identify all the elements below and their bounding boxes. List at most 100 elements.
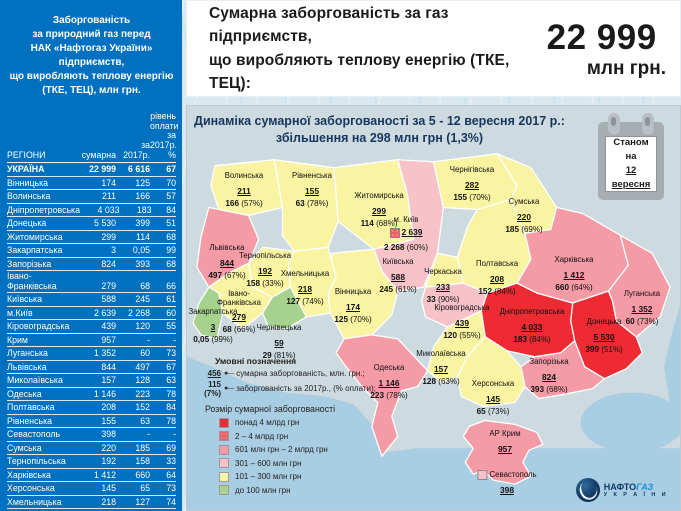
region-year-debt: 158 (33%) (246, 278, 284, 288)
region-name: Київська (382, 257, 414, 266)
map-region-label: Запорізька 824 393 (68%) (529, 357, 568, 395)
table-cell: 114 (135, 231, 150, 242)
region-total-debt: 299 (372, 205, 386, 216)
region-shape-odesa (335, 334, 429, 457)
table-panel-title: Заборгованість за природний газ перед НА… (9, 15, 174, 96)
region-year-debt: 128 (63%) (422, 376, 460, 386)
table-row: Херсонська 145 65 73 (7, 482, 176, 496)
legend-item: понад 4 млрд грн (219, 417, 376, 428)
table-cell: 218 (101, 496, 116, 507)
table-cell: Крим (7, 334, 28, 345)
region-year-debt: 0,05 (99%) (193, 334, 233, 344)
region-year-debt: 497 (67%) (208, 270, 246, 280)
region-total-debt: 4 033 (521, 321, 543, 332)
table-row: Волинська 211 166 57 (7, 190, 176, 204)
table-cell: Івано- Франківська (7, 271, 57, 291)
map-region-label: Рівненська 155 63 (78%) (292, 171, 332, 209)
legend-total-label: сумарна заборгованість, млн. грн.; (236, 369, 365, 378)
table-cell: 2 268 (127, 307, 150, 318)
oblast-shapes (192, 153, 671, 485)
region-labels-layer: Волинська 211 166 (57%) Рівненська 155 63 (78… (187, 106, 680, 510)
map-region-label: АР Крим 957 (489, 429, 521, 457)
table-cell: 223 (135, 388, 150, 399)
region-year-debt: 65 (73%) (476, 406, 510, 416)
region-year-debt: 29 (81%) (262, 350, 296, 360)
region-name: Чернівецька (256, 323, 302, 332)
legend-item: 101 – 300 млн грн (219, 471, 376, 482)
table-cell: УКРАЇНА (7, 164, 45, 175)
region-name: Кіровоградська (434, 303, 490, 312)
table-row: Сумська 220 185 69 (7, 442, 176, 456)
map-region-label: Хмельницька 218 127 (74%) (281, 269, 329, 307)
map-region-label: Дніпропетровська 4 033 183 (84%) (500, 307, 565, 345)
region-name: Черкаська (424, 267, 462, 276)
region-year-debt: 399 (51%) (585, 344, 623, 354)
regions-table: РЕГІОНИ сумарна за 2017р. рівень оплати … (7, 111, 178, 511)
legend-swatch (219, 431, 229, 441)
region-year-debt: 155 (70%) (453, 192, 491, 202)
calendar-icon: Станом на 12 вересня (598, 113, 664, 200)
table-cell: 69 (166, 442, 176, 453)
table-cell: 155 (101, 415, 116, 426)
map-region-label: Сумська 220 185 (69%) (505, 197, 542, 235)
table-row: Дніпропетровська 4 033 183 84 (7, 204, 176, 218)
table-cell: Тернопільська (7, 456, 66, 467)
summary-title: Сумарна заборгованість за газ підприємст… (209, 5, 510, 92)
region-total-debt: 279 (232, 312, 246, 323)
callout-arrow-icon: ●— (224, 370, 234, 377)
legend-heading: Умовні позначення (215, 356, 297, 366)
map-panel: Динаміка сумарної заборгованості за 5 - … (186, 105, 681, 511)
table-cell: 60 (166, 307, 176, 318)
region-name: АР Крим (489, 429, 521, 438)
region-total-debt: 844 (220, 257, 234, 268)
region-name: Тернопільська (238, 251, 292, 260)
total-debt-value: 22 999 (546, 17, 657, 57)
map-region-label: Чернігівська 282 155 (70%) (450, 165, 494, 203)
region-shape-mykolaiv (426, 310, 486, 384)
table-row: Луганська 1 352 60 73 (7, 347, 176, 361)
table-cell: Закарпатська (7, 245, 63, 256)
table-cell: 73 (166, 348, 176, 359)
calendar-line2: на (625, 150, 637, 162)
map-region-label: м. Київ 2 639 2 268 (60%) (384, 215, 428, 253)
table-cell: 398 (101, 429, 116, 440)
table-cell: 157 (101, 375, 116, 386)
black-sea-shape (187, 356, 680, 510)
region-name: Вінницька (334, 287, 372, 296)
table-cell: Донецька (7, 218, 47, 229)
region-total-debt: 59 (274, 337, 284, 348)
table-row: Київська 588 245 61 (7, 293, 176, 307)
table-cell: - (147, 429, 150, 440)
region-total-debt: 1 412 (563, 269, 585, 280)
region-total-debt: 192 (258, 265, 272, 276)
table-cell: - (173, 334, 176, 345)
calendar-ring-icon (608, 113, 620, 135)
region-total-debt: 1 352 (631, 303, 653, 314)
logo-name-part2: ГАЗ (636, 481, 654, 492)
legend-swatch (219, 485, 229, 495)
table-row: Рівненська 155 63 78 (7, 415, 176, 429)
table-cell: 67 (166, 164, 176, 175)
region-total-debt: 1 146 (378, 377, 400, 388)
table-cell: 73 (166, 483, 176, 494)
table-body: УКРАЇНА 22 999 6 616 67 Вінницька 174 125 70 Вол… (7, 163, 176, 511)
table-cell: 0,05 (132, 245, 150, 256)
table-row: Івано- Франківська 279 68 66 (7, 271, 176, 294)
region-name: Житомирська (354, 191, 404, 200)
region-name: Івано- Франківська (217, 289, 261, 307)
legend-callout-year: 115 (7%) ●— заборгованість за 2017р., (%… (191, 380, 376, 398)
table-row: Полтавська 208 152 84 (7, 401, 176, 415)
region-year-debt: 68 (66%) (222, 325, 256, 335)
region-shape-lviv (196, 206, 260, 288)
table-row: Житомирська 299 114 68 (7, 231, 176, 245)
table-cell: 166 (135, 191, 150, 202)
region-shape-chernivtsi (261, 286, 307, 330)
table-cell: 67 (166, 361, 176, 372)
table-cell: 497 (135, 361, 150, 372)
region-year-debt: 127 (74%) (286, 296, 324, 306)
table-cell: 63 (140, 415, 150, 426)
calendar-line1: Станом (613, 136, 649, 148)
table-cell: 60 (140, 348, 150, 359)
azov-sea-shape (580, 392, 680, 453)
east-sea-edge-shape (664, 305, 680, 423)
